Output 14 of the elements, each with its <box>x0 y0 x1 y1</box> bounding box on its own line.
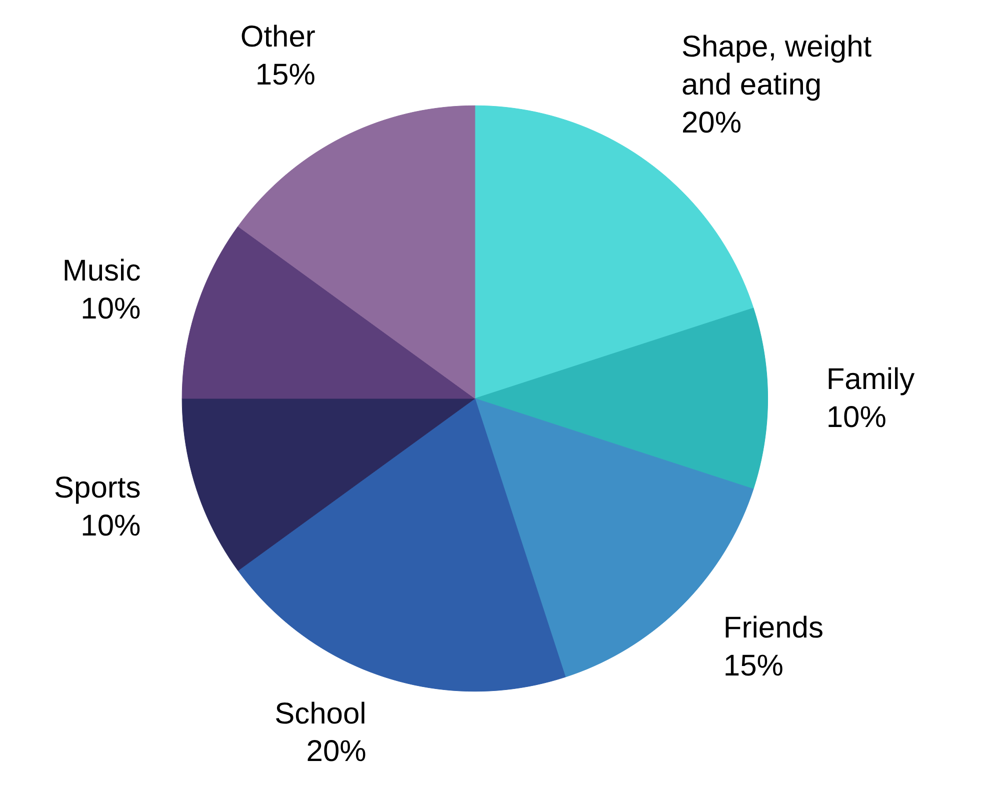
slice-label: Other <box>240 20 316 54</box>
data-label: 20% <box>681 106 742 140</box>
data-label: 10% <box>80 510 141 543</box>
data-label: 15% <box>255 58 316 92</box>
data-label: 10% <box>80 292 141 326</box>
slice-label: Family <box>826 363 915 396</box>
slice-label: Friends <box>723 612 824 645</box>
data-label: 15% <box>723 649 784 682</box>
slice-label: Music <box>62 254 141 288</box>
data-label: 10% <box>826 400 886 434</box>
slice-label: Sports <box>54 472 141 505</box>
data-label: 20% <box>306 735 366 768</box>
slice-label: Shape, weight and eating <box>681 30 872 102</box>
slice-label: School <box>274 697 366 730</box>
